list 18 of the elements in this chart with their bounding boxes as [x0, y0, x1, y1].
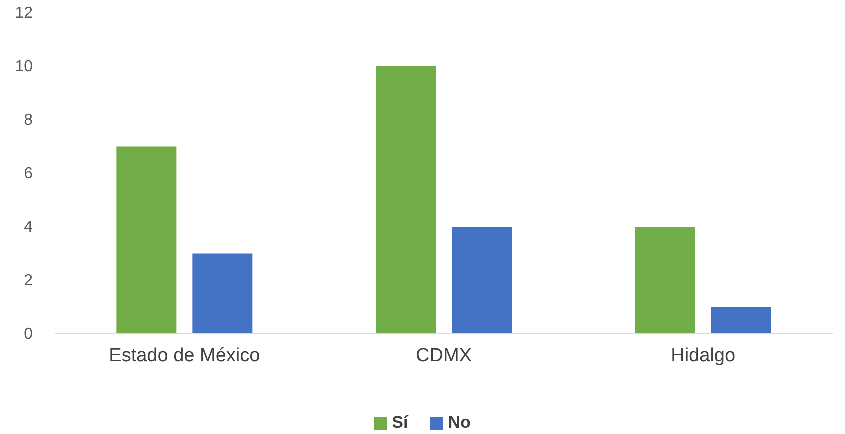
- legend-label: No: [448, 413, 471, 432]
- y-tick-label: 0: [24, 326, 34, 344]
- bar: [116, 146, 177, 334]
- x-tick-label: Estado de México: [109, 345, 260, 366]
- y-tick-label: 12: [15, 5, 34, 22]
- x-tick-label: CDMX: [416, 345, 472, 366]
- x-tick-label: Hidalgo: [671, 345, 736, 366]
- y-tick-label: 8: [24, 112, 34, 130]
- y-tick-label: 2: [24, 272, 34, 290]
- legend-label: Sí: [392, 413, 410, 432]
- y-tick-label: 4: [24, 219, 34, 236]
- bar: [635, 227, 696, 334]
- y-tick-label: 10: [15, 58, 34, 76]
- bar: [711, 307, 772, 334]
- bar: [376, 66, 436, 334]
- bar: [192, 254, 253, 334]
- y-tick-label: 6: [24, 166, 34, 183]
- bar: [452, 227, 512, 334]
